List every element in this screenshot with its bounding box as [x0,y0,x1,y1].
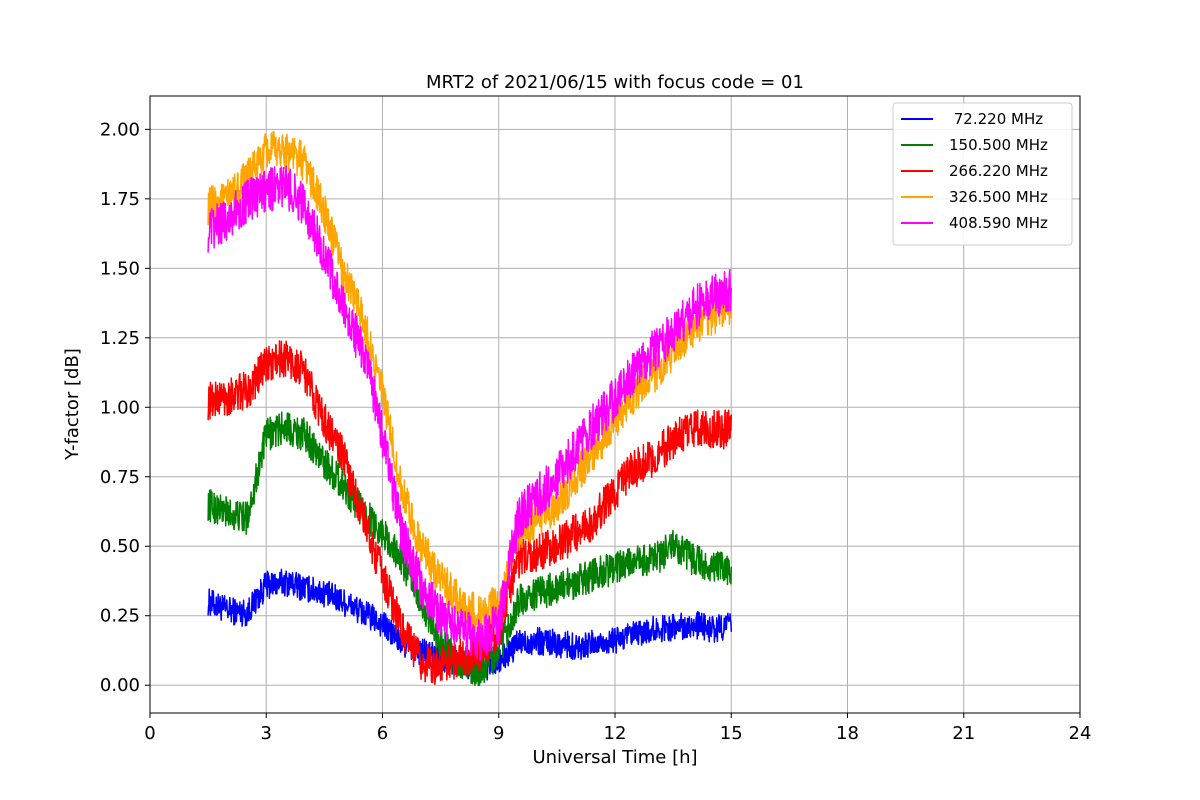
y-tick-label: 2.00 [100,119,140,140]
y-axis: 0.00 0.25 0.50 0.75 1.00 1.25 1.50 1.75 2.00 [100,119,150,696]
series-line [207,130,733,635]
x-tick-label: 3 [261,723,272,744]
y-tick-label: 1.50 [100,258,140,279]
chart-title: MRT2 of 2021/06/15 with focus code = 01 [426,72,804,93]
x-tick-label: 6 [377,723,388,744]
y-tick-label: 1.75 [100,189,140,210]
series-line [207,340,733,686]
y-tick-label: 1.00 [100,397,140,418]
x-tick-label: 0 [144,723,155,744]
y-tick-label: 0.25 [100,606,140,627]
x-tick-label: 21 [952,723,975,744]
legend: 72.220 MHz 150.500 MHz 266.220 MHz 326.500 … [892,102,1073,246]
legend-label: 72.220 MHz [949,110,1043,128]
legend-label: 408.590 MHz [949,214,1048,232]
y-tick-label: 0.00 [100,675,140,696]
y-axis-label: Y-factor [dB] [62,348,83,461]
y-tick-label: 0.50 [100,536,140,557]
x-axis-label: Universal Time [h] [532,747,697,768]
x-tick-label: 24 [1069,723,1092,744]
x-tick-label: 18 [836,723,859,744]
x-tick-label: 12 [604,723,627,744]
x-axis: 0 3 6 9 12 15 18 21 24 [144,713,1091,744]
y-tick-label: 1.25 [100,328,140,349]
x-tick-label: 15 [720,723,743,744]
legend-label: 150.500 MHz [949,136,1048,154]
legend-box [892,102,1073,246]
series-line [207,165,733,662]
legend-label: 266.220 MHz [949,162,1048,180]
x-tick-label: 9 [493,723,504,744]
series-group [207,130,733,686]
legend-label: 326.500 MHz [949,188,1048,206]
y-tick-label: 0.75 [100,467,140,488]
